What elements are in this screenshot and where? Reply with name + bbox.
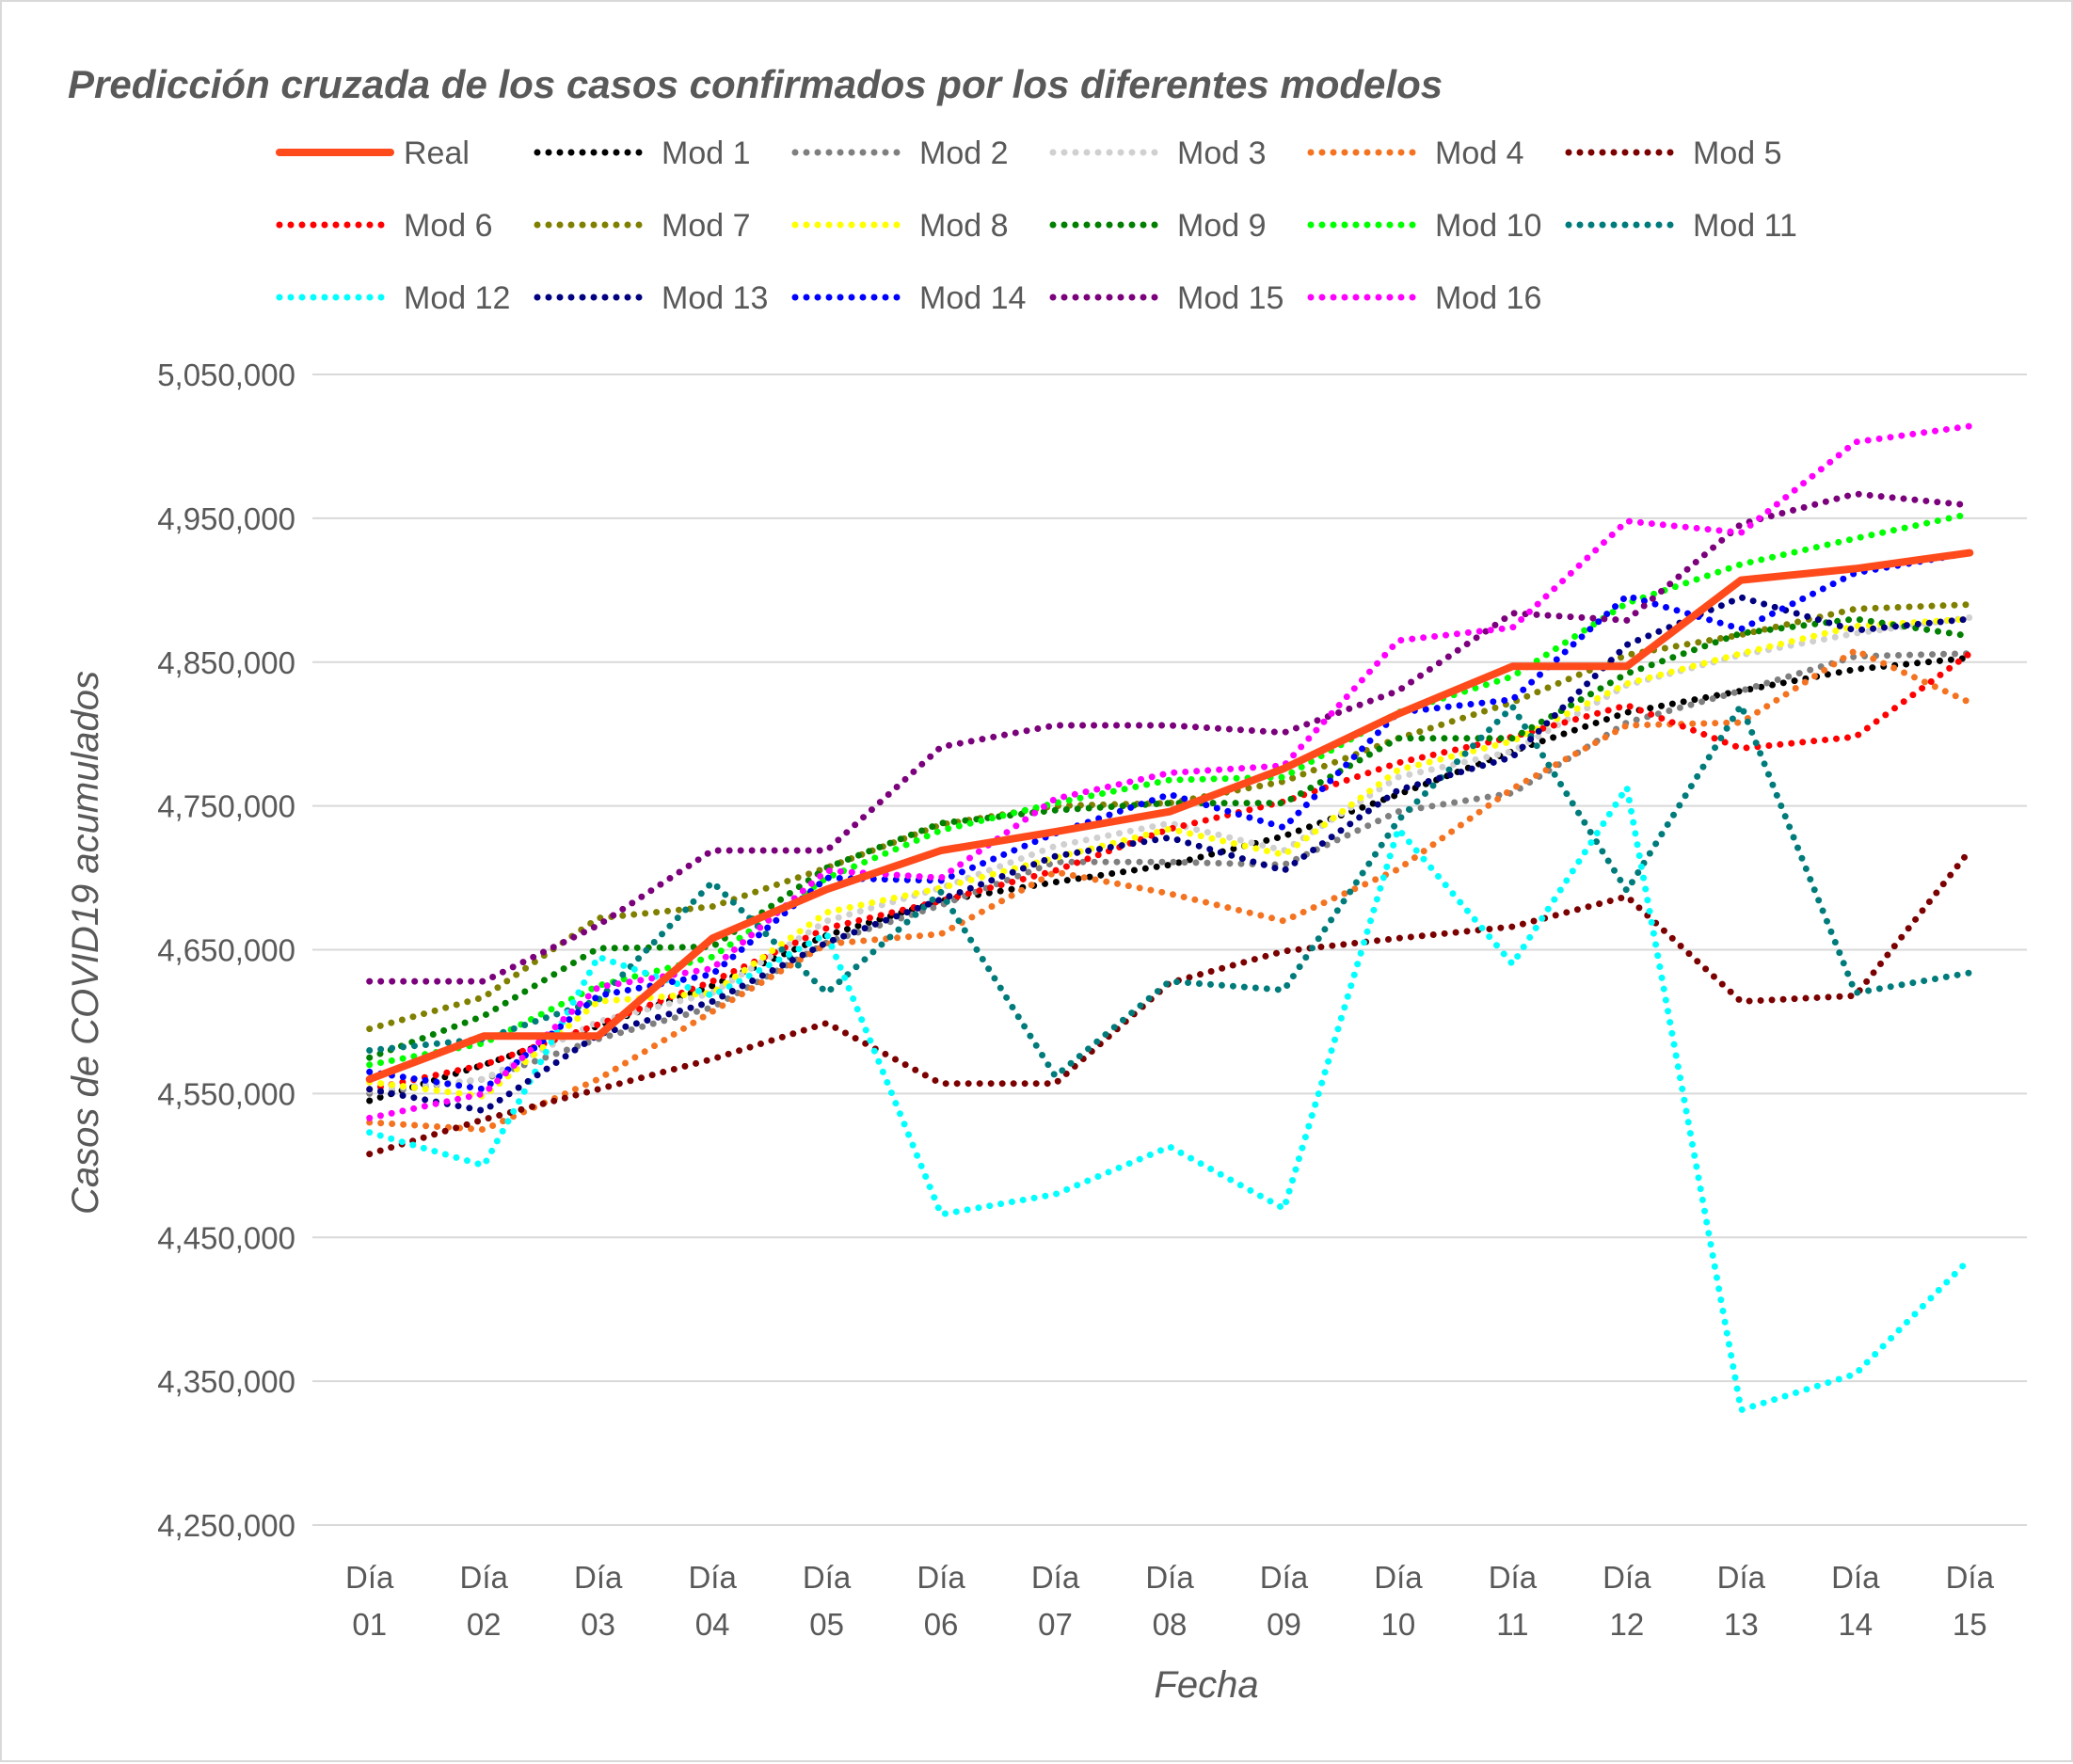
x-tick-label: Día (1031, 1560, 1080, 1595)
legend-item: Mod 15 (1049, 280, 1284, 316)
legend-label: Mod 1 (662, 135, 751, 171)
x-tick-label: Día (574, 1560, 623, 1595)
y-tick-label: 4,550,000 (157, 1076, 295, 1111)
x-tick-label: 04 (695, 1607, 730, 1642)
x-tick-label: 07 (1038, 1607, 1073, 1642)
y-axis-title: Casos de COVID19 acumulados (65, 671, 106, 1215)
legend-label: Mod 5 (1693, 135, 1782, 171)
x-tick-label: Día (1603, 1560, 1651, 1595)
x-tick-label: 08 (1153, 1607, 1188, 1642)
x-tick-label: Día (345, 1560, 394, 1595)
y-tick-label: 4,350,000 (157, 1364, 295, 1399)
x-tick-label: 10 (1381, 1607, 1416, 1642)
x-tick-label: Día (1831, 1560, 1880, 1595)
y-tick-label: 4,650,000 (157, 933, 295, 968)
x-tick-label: 14 (1838, 1607, 1873, 1642)
series-line-mod-15 (366, 490, 1973, 985)
x-tick-label: 05 (809, 1607, 844, 1642)
series-line-mod-2 (366, 650, 1973, 1097)
series-line-mod-9 (366, 615, 1973, 1061)
legend-item: Real (276, 135, 470, 171)
legend: Real Mod 1 Mod 2 Mod 3 Mod 4 Mod 5 Mod 6 Mod 7 M… (276, 135, 1797, 316)
legend-item: Mod 16 (1307, 280, 1541, 316)
legend-label: Mod 12 (404, 280, 510, 316)
x-tick-label: Día (688, 1560, 737, 1595)
x-tick-label: 15 (1953, 1607, 1987, 1642)
x-tick-label: 01 (352, 1607, 387, 1642)
legend-label: Real (404, 135, 470, 171)
x-tick-label: 13 (1724, 1607, 1759, 1642)
x-tick-label: Día (1946, 1560, 1995, 1595)
y-tick-label: 5,050,000 (157, 358, 295, 392)
series-line-mod-7 (366, 601, 1973, 1033)
x-tick-label: Día (460, 1560, 509, 1595)
legend-label: Mod 15 (1177, 280, 1284, 316)
legend-item: Mod 6 (276, 208, 493, 244)
legend-label: Mod 3 (1177, 135, 1267, 171)
legend-label: Mod 13 (662, 280, 768, 316)
grid-lines (312, 373, 2027, 1526)
legend-item: Mod 3 (1049, 135, 1267, 171)
x-tick-label: 11 (1496, 1607, 1528, 1642)
legend-label: Mod 2 (919, 135, 1009, 171)
y-axis-tick-labels: 4,250,000 4,350,000 4,450,000 4,550,000 4,65… (157, 358, 295, 1543)
x-tick-label: 12 (1610, 1607, 1645, 1642)
legend-item: Mod 1 (534, 135, 751, 171)
legend-item: Mod 11 (1565, 208, 1797, 244)
x-tick-label: Día (1489, 1560, 1538, 1595)
legend-label: Mod 7 (662, 208, 751, 244)
legend-item: Mod 14 (791, 280, 1026, 316)
x-tick-label: Día (1145, 1560, 1194, 1595)
legend-label: Mod 9 (1177, 208, 1267, 244)
y-tick-label: 4,250,000 (157, 1508, 295, 1543)
x-tick-label: 09 (1267, 1607, 1301, 1642)
series-lines (365, 422, 1974, 1414)
series-line-real (365, 548, 1974, 1084)
legend-item: Mod 13 (534, 280, 768, 316)
x-tick-label: Día (1717, 1560, 1766, 1595)
legend-label: Mod 16 (1435, 280, 1541, 316)
legend-item: Mod 9 (1049, 208, 1267, 244)
x-axis-tick-labels: Día 01 Día 02 Día 03 Día 04 Día 05 Día 06 Día 07 Día 08… (345, 1560, 1995, 1642)
x-tick-label: 03 (581, 1607, 615, 1642)
x-tick-label: 06 (924, 1607, 959, 1642)
x-tick-label: Día (1374, 1560, 1423, 1595)
x-tick-label: 02 (467, 1607, 502, 1642)
series-line-mod-16 (366, 422, 1973, 1121)
series-line-mod-10 (366, 510, 1973, 1069)
legend-item: Mod 8 (791, 208, 1009, 244)
legend-label: Mod 4 (1435, 135, 1524, 171)
legend-item: Mod 7 (534, 208, 751, 244)
y-tick-label: 4,950,000 (157, 501, 295, 536)
series-line-mod-14 (366, 549, 1973, 1093)
x-tick-label: Día (917, 1560, 965, 1595)
x-tick-label: Día (1260, 1560, 1309, 1595)
x-axis-title: Fecha (1154, 1664, 1258, 1706)
legend-label: Mod 6 (404, 208, 493, 244)
legend-item: Mod 10 (1307, 208, 1541, 244)
legend-label: Mod 8 (919, 208, 1009, 244)
legend-item: Mod 4 (1307, 135, 1524, 171)
legend-label: Mod 14 (919, 280, 1026, 316)
series-line-mod-12 (366, 784, 1973, 1414)
y-tick-label: 4,850,000 (157, 645, 295, 680)
x-tick-label: Día (803, 1560, 852, 1595)
chart-title: Predicción cruzada de los casos confirma… (68, 62, 1443, 106)
series-line-mod-4 (366, 647, 1973, 1134)
legend-item: Mod 2 (791, 135, 1009, 171)
legend-item: Mod 5 (1565, 135, 1782, 171)
series-line-mod-11 (366, 702, 1973, 1080)
series-line-mod-5 (366, 847, 1973, 1158)
legend-label: Mod 10 (1435, 208, 1541, 244)
y-tick-label: 4,750,000 (157, 789, 295, 824)
y-tick-label: 4,450,000 (157, 1220, 295, 1255)
legend-item: Mod 12 (276, 280, 510, 316)
legend-label: Mod 11 (1693, 208, 1797, 244)
